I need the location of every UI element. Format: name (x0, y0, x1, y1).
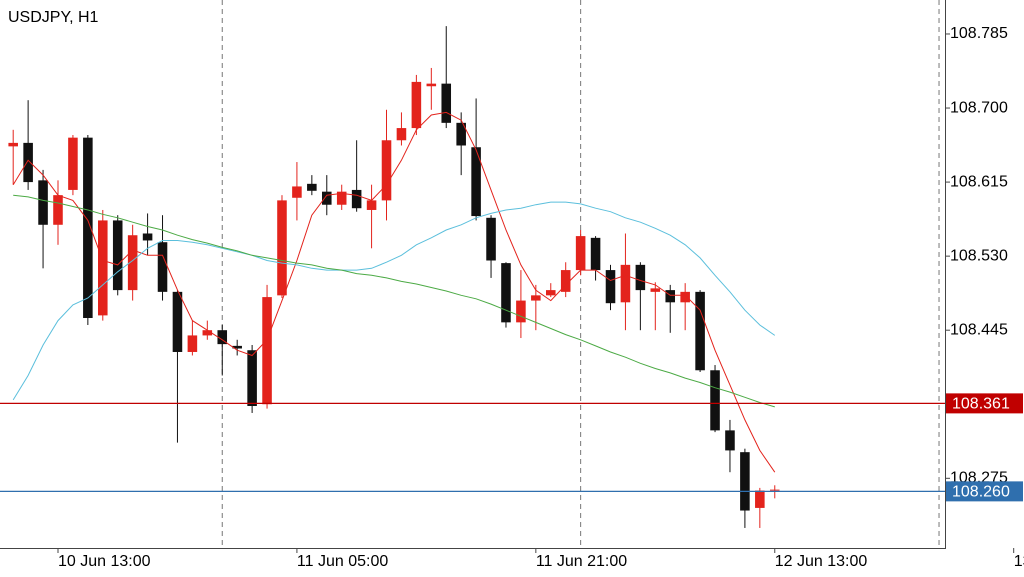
candle-body (769, 489, 780, 491)
price-label: 108.361 (952, 396, 1010, 413)
candle-body (53, 195, 63, 225)
candle-body (336, 191, 347, 205)
candle-body (665, 290, 676, 303)
candle-body (172, 291, 183, 352)
candle-body (516, 300, 526, 323)
price-label: 108.260 (952, 484, 1010, 501)
y-tick-label: 108.615 (950, 173, 1008, 190)
candle-body (725, 430, 735, 451)
candle-body (112, 220, 123, 291)
y-tick-label: 108.785 (950, 25, 1008, 42)
candle-body (620, 264, 631, 303)
candle-body (531, 295, 541, 301)
candle-body (456, 122, 466, 146)
candle-body (23, 142, 33, 183)
candle-body (366, 200, 377, 210)
x-tick-label: 10 Jun 13:00 (58, 553, 151, 570)
candle-body (710, 370, 720, 431)
candle-body (650, 288, 661, 292)
x-tick-label: 13 Jun 05:00 (1014, 553, 1024, 570)
candle-body (680, 291, 690, 303)
candle-body (411, 81, 422, 129)
candle-body (486, 217, 496, 261)
candle-body (142, 233, 153, 241)
candle-body (232, 345, 242, 349)
plot-area (8, 0, 940, 548)
candle-body (202, 330, 213, 336)
candle-body (575, 236, 586, 271)
candle-body (695, 291, 705, 371)
candle-body (68, 137, 78, 190)
x-tick-label: 12 Jun 13:00 (775, 553, 868, 570)
indicator-line (13, 194, 775, 408)
candle-body (381, 140, 392, 201)
candle-body (545, 290, 556, 296)
candle-body (351, 189, 362, 209)
candle-body (217, 330, 228, 345)
candle-body (187, 335, 198, 352)
chart-title: USDJPY, H1 (8, 9, 99, 26)
candle-body (471, 147, 481, 217)
candle-body (605, 270, 616, 304)
x-tick-label: 11 Jun 05:00 (297, 553, 388, 570)
candle-body (292, 186, 302, 198)
candle-body (307, 183, 317, 191)
candle-body (755, 490, 765, 508)
price-label-box (946, 393, 1023, 414)
candle-body (277, 200, 287, 296)
candle-body (262, 297, 272, 405)
candle-body (247, 350, 257, 406)
candle-body (396, 128, 407, 141)
candle-body (635, 264, 646, 291)
candle-body (83, 137, 93, 318)
candle-body (322, 191, 332, 205)
x-tick-label: 11 Jun 21:00 (536, 553, 627, 570)
candle-body (560, 270, 571, 292)
candle-body (441, 83, 452, 123)
indicator-line (12, 111, 776, 473)
candle-body (501, 263, 511, 323)
candle-body (8, 142, 18, 147)
indicator-line (12, 201, 776, 401)
candle-body (740, 452, 750, 511)
candle-body (98, 220, 108, 316)
y-tick-label: 108.530 (950, 247, 1008, 264)
y-tick-label: 108.445 (950, 321, 1008, 338)
candle-body (426, 83, 437, 87)
candle-body (157, 242, 168, 292)
price-label-box (946, 481, 1023, 502)
candle-body (590, 237, 601, 271)
y-tick-label: 108.700 (950, 99, 1008, 116)
candle-body (38, 180, 48, 225)
candle-body (127, 235, 138, 291)
